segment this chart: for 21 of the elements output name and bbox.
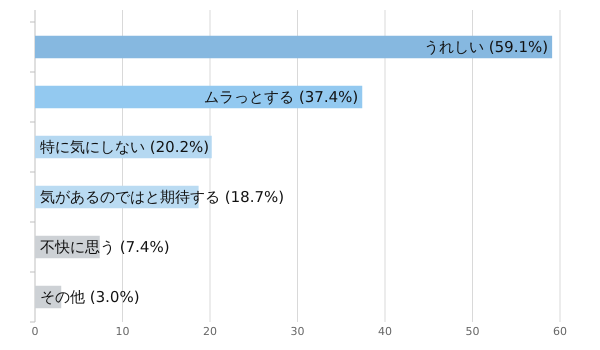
x-tick-label: 50	[466, 325, 480, 338]
y-tick-label: うれしい	[424, 38, 484, 56]
bar	[35, 86, 362, 108]
x-tick-label: 10	[116, 325, 130, 338]
x-tick-label: 30	[290, 325, 304, 338]
x-tick-label: 60	[553, 325, 567, 338]
x-tick-label: 20	[203, 325, 217, 338]
y-tick-label: その他	[40, 288, 85, 306]
data-label: (59.1%)	[484, 38, 548, 56]
y-tick-label: 特に気にしない	[40, 138, 145, 156]
data-label: (37.4%)	[294, 88, 358, 106]
data-label: (18.7%)	[220, 188, 284, 206]
x-tick-label: 0	[32, 325, 38, 338]
y-tick-label: 不快に思う	[40, 238, 115, 256]
data-label: (3.0%)	[85, 288, 140, 306]
x-tick-label: 40	[378, 325, 392, 338]
data-label: (20.2%)	[145, 138, 210, 156]
y-tick-label: ムラっとする	[204, 88, 294, 106]
data-label: (7.4%)	[115, 238, 170, 256]
y-tick-label: 気があるのではと期待する	[40, 188, 220, 206]
bar	[35, 36, 552, 58]
